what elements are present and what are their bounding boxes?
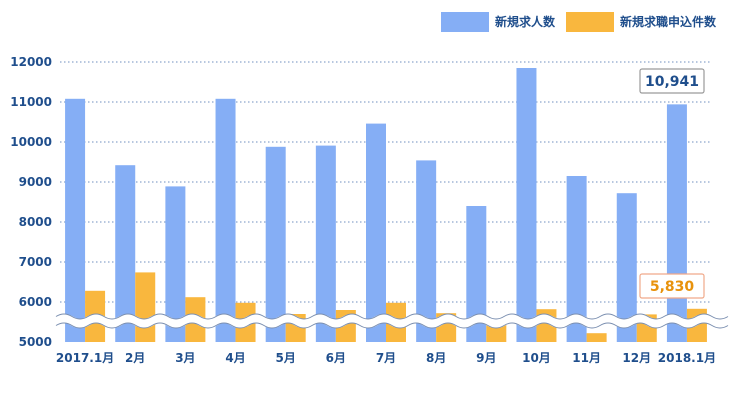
x-tick-label: 12月 — [622, 351, 651, 365]
bar-new-job-openings — [215, 98, 236, 342]
axis-break-line-top — [55, 313, 729, 320]
legend-swatch — [566, 12, 614, 32]
bars — [65, 68, 707, 342]
y-tick-label: 8000 — [19, 215, 52, 229]
y-tick-label: 7000 — [19, 255, 52, 269]
axis-break — [53, 313, 731, 329]
y-tick-label: 9000 — [19, 175, 52, 189]
x-tick-label: 2018.1月 — [658, 351, 716, 365]
x-tick-label: 4月 — [225, 351, 245, 365]
callout-label-applications: 5,830 — [650, 279, 695, 295]
y-axis-ticks: 12000 11000 10000 9000 8000 7000 6000 5000 — [10, 55, 52, 349]
callouts: 10,941 5,830 — [639, 68, 705, 299]
y-tick-label: 11000 — [10, 95, 52, 109]
bar-new-job-openings — [115, 165, 136, 342]
x-axis-ticks: 2017.1月 2月 3月 4月 5月 6月 7月 8月 9月 10月 11月 12月 2018.1月 — [56, 351, 716, 365]
bar-new-job-openings — [616, 193, 637, 342]
callout-box-openings — [639, 68, 705, 94]
legend: 新規求人数 新規求職申込件数 — [441, 12, 717, 32]
callout-label-openings: 10,941 — [645, 74, 699, 90]
x-tick-label: 2017.1月 — [56, 351, 114, 365]
bar-new-job-openings — [416, 160, 437, 342]
bar-new-job-openings — [265, 146, 286, 342]
bar-new-job-openings — [366, 123, 386, 342]
x-tick-label: 2月 — [125, 351, 145, 365]
x-tick-label: 5月 — [276, 351, 296, 365]
x-tick-label: 3月 — [175, 351, 195, 365]
axis-break-line-bottom — [55, 322, 729, 329]
legend-label: 新規求職申込件数 — [620, 14, 717, 29]
bar-new-job-openings — [315, 145, 336, 342]
bar-new-job-openings — [516, 68, 537, 342]
legend-label: 新規求人数 — [495, 14, 556, 29]
x-tick-label: 11月 — [572, 351, 601, 365]
bar-new-job-applications — [135, 272, 156, 342]
bar-new-job-openings — [65, 98, 86, 342]
bar-new-job-applications — [586, 333, 607, 342]
legend-swatch — [441, 12, 489, 32]
x-tick-label: 7月 — [376, 351, 396, 365]
x-tick-label: 8月 — [426, 351, 446, 365]
y-tick-label: 10000 — [10, 135, 52, 149]
bar-new-job-openings — [466, 206, 487, 342]
bar-new-job-openings — [566, 176, 587, 342]
bar-new-job-openings — [165, 186, 186, 342]
x-tick-label: 10月 — [522, 351, 551, 365]
callout-box-applications — [639, 273, 705, 299]
bar-new-job-openings — [666, 104, 687, 342]
y-tick-label: 12000 — [10, 55, 52, 69]
x-tick-label: 9月 — [476, 351, 496, 365]
y-tick-label: 6000 — [19, 295, 52, 309]
axis-break-band — [53, 314, 731, 328]
y-tick-label: 5000 — [19, 335, 52, 349]
x-tick-label: 6月 — [326, 351, 346, 365]
